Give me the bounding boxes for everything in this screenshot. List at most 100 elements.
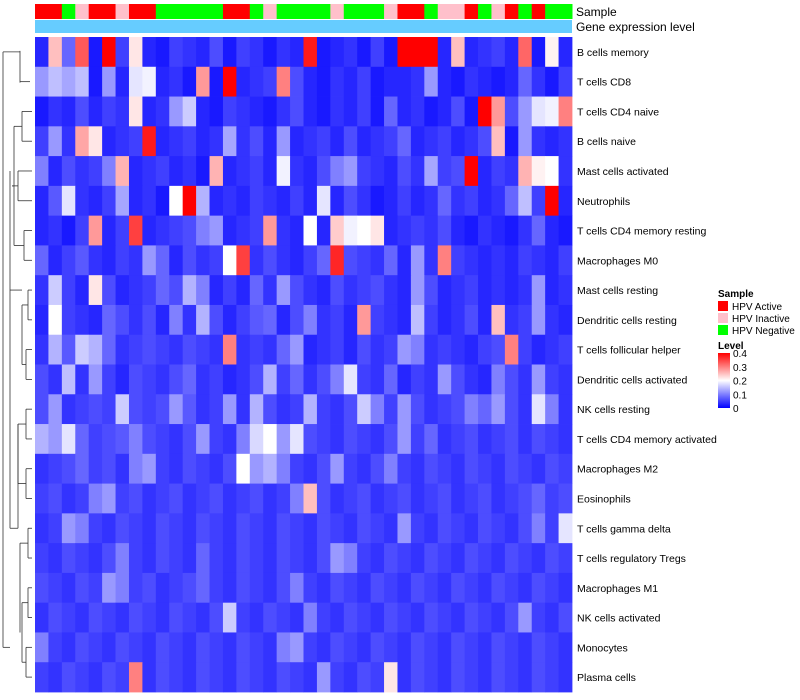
heatmap-cell	[35, 364, 49, 395]
heatmap-cell	[142, 394, 157, 425]
heatmap-cell	[397, 364, 412, 395]
heatmap-cell	[35, 156, 49, 187]
heatmap-cell	[316, 543, 331, 574]
heatmap-cell	[518, 543, 533, 574]
sample-annotation-cell	[48, 4, 63, 19]
heatmap-cell	[169, 453, 184, 484]
heatmap-cell	[236, 37, 251, 68]
heatmap-cell	[222, 245, 237, 276]
heatmap-cell	[155, 662, 170, 693]
heatmap-cell	[155, 215, 170, 246]
heatmap-cell	[451, 394, 465, 425]
sample-annotation-cell	[451, 4, 466, 19]
heatmap-cell	[142, 245, 157, 276]
heatmap-cell	[75, 37, 90, 68]
heatmap-cell	[504, 275, 519, 306]
heatmap-cell	[75, 334, 90, 365]
row-label: Dendritic cells resting	[577, 315, 677, 327]
heatmap-cell	[222, 453, 237, 484]
heatmap-cell	[155, 632, 170, 663]
heatmap-cell	[102, 96, 116, 127]
heatmap-cell	[61, 66, 76, 97]
heatmap-cell	[491, 304, 506, 336]
heatmap-cell	[357, 215, 372, 246]
heatmap-cell	[236, 96, 251, 127]
heatmap-cell	[88, 513, 103, 544]
heatmap-cell	[424, 334, 439, 365]
heatmap-cell	[263, 483, 278, 514]
heatmap-cell	[437, 453, 452, 484]
heatmap-cell	[61, 602, 76, 633]
heatmap-cell	[290, 275, 304, 306]
heatmap-cell	[249, 453, 264, 484]
heatmap-cell	[330, 37, 345, 68]
heatmap-cell	[209, 275, 224, 306]
heatmap-cell	[196, 304, 210, 336]
sample-annotation-cell	[343, 4, 358, 19]
heatmap-cell	[196, 632, 210, 663]
heatmap-cell	[142, 37, 157, 68]
heatmap-cell	[451, 483, 465, 514]
heatmap-cell	[531, 602, 546, 633]
heatmap-cell	[196, 96, 210, 127]
sample-annotation-cell	[504, 4, 519, 19]
heatmap-cell	[478, 424, 492, 455]
heatmap-cell	[545, 304, 559, 336]
sample-annotation-cell	[222, 4, 237, 19]
heatmap-cell	[531, 156, 546, 187]
heatmap-cell	[61, 185, 76, 217]
heatmap-cell	[545, 215, 559, 246]
heatmap-cell	[491, 37, 506, 68]
heatmap-cell	[236, 126, 251, 157]
heatmap-cell	[316, 215, 331, 246]
heatmap-cell	[410, 185, 425, 217]
heatmap-cell	[384, 572, 398, 604]
heatmap-cell	[303, 513, 318, 544]
heatmap-cell	[478, 394, 492, 425]
heatmap-cell	[35, 602, 49, 633]
heatmap-cell	[169, 394, 184, 425]
heatmap-cell	[48, 66, 63, 97]
heatmap-cell	[397, 96, 412, 127]
heatmap-cell	[169, 66, 184, 97]
heatmap-cell	[464, 453, 479, 484]
row-label: T cells CD4 memory activated	[577, 434, 717, 446]
heatmap-cell	[558, 483, 573, 514]
sample-annotation-cell	[209, 4, 224, 19]
heatmap-cell	[384, 185, 398, 217]
heatmap-cell	[142, 513, 157, 544]
heatmap-cell	[531, 662, 546, 693]
heatmap-cell	[88, 185, 103, 217]
heatmap-cell	[263, 513, 278, 544]
legend-sample-label: HPV Inactive	[732, 314, 790, 325]
heatmap-cell	[491, 364, 506, 395]
heatmap-cell	[330, 364, 345, 395]
heatmap-cell	[209, 364, 224, 395]
heatmap-cell	[303, 424, 318, 455]
heatmap-cell	[169, 424, 184, 455]
heatmap-cell	[169, 364, 184, 395]
heatmap-cell	[61, 632, 76, 663]
heatmap-cell	[249, 304, 264, 336]
heatmap-cell	[276, 364, 291, 395]
heatmap-cell	[222, 632, 237, 663]
heatmap-cell	[209, 156, 224, 187]
heatmap-cell	[558, 632, 573, 663]
heatmap-cell	[357, 453, 372, 484]
heatmap-cell	[397, 453, 412, 484]
heatmap-cell	[424, 662, 439, 693]
heatmap-cell	[491, 513, 506, 544]
heatmap-cell	[357, 483, 372, 514]
heatmap-cell	[384, 215, 398, 246]
heatmap-cell	[35, 304, 49, 336]
heatmap-cell	[88, 215, 103, 246]
heatmap-cell	[424, 304, 439, 336]
sample-annotation-cell	[115, 4, 130, 19]
heatmap-cell	[316, 304, 331, 336]
heatmap-cell	[545, 513, 559, 544]
sample-annotation-cell	[558, 4, 573, 19]
heatmap-cell	[169, 602, 184, 633]
heatmap-cell	[518, 572, 533, 604]
heatmap-cell	[35, 334, 49, 365]
heatmap-cell	[464, 156, 479, 187]
